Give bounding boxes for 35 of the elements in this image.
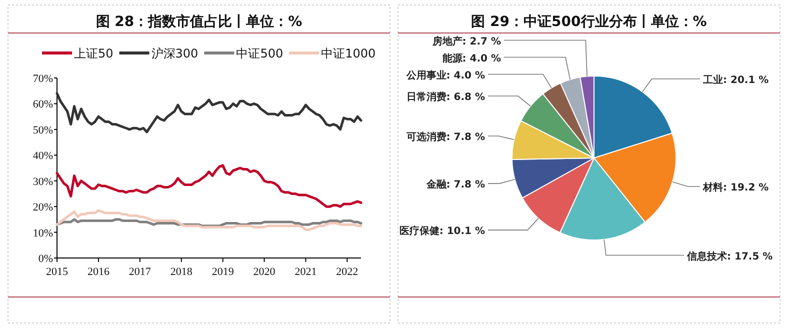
x-tick-label: 2020 xyxy=(253,266,276,278)
slice-label: 日常消费: 6.8 % xyxy=(406,91,485,104)
x-tick-label: 2018 xyxy=(170,266,193,278)
slice-label: 公用事业: 4.0 % xyxy=(405,69,485,82)
legend-label: 上证50 xyxy=(74,46,114,60)
line-series xyxy=(56,92,362,134)
slice-label: 材料: 19.2 % xyxy=(702,182,769,194)
y-tick-label: 60% xyxy=(32,98,53,111)
legend-label: 中证1000 xyxy=(321,46,376,60)
slice-label: 能源: 4.0 % xyxy=(442,52,501,64)
y-tick-label: 20% xyxy=(32,202,53,214)
slice-label: 房地产: 2.7 % xyxy=(431,35,501,48)
x-tick-label: 2019 xyxy=(212,266,234,278)
y-tick-label: 10% xyxy=(32,227,53,240)
legend-label: 中证500 xyxy=(236,46,284,60)
slice-label: 工业: 20.1 % xyxy=(702,74,769,86)
x-tick-label: 2015 xyxy=(46,266,68,278)
slice-label: 信息技术: 17.5 % xyxy=(686,250,773,262)
slice-label: 可选消费: 7.8 % xyxy=(405,131,485,144)
chart-title: 图 28：指数市值占比丨单位：% xyxy=(96,13,302,30)
slice-label: 医疗保健: 10.1 % xyxy=(399,225,485,238)
line-series xyxy=(56,164,362,208)
slice-label: 金融: 7.8 % xyxy=(425,178,485,191)
y-tick-label: 50% xyxy=(32,124,53,136)
y-tick-label: 0% xyxy=(38,253,53,265)
chart-title: 图 29：中证500行业分布丨单位：% xyxy=(471,14,707,30)
y-tick-label: 30% xyxy=(32,176,53,188)
x-tick-label: 2017 xyxy=(128,266,152,278)
y-tick-label: 40% xyxy=(32,150,53,162)
x-tick-label: 2021 xyxy=(294,266,317,278)
x-tick-label: 2016 xyxy=(87,266,110,278)
legend-label: 沪深300 xyxy=(151,46,198,60)
y-tick-label: 70% xyxy=(32,73,53,85)
line-series xyxy=(56,209,362,231)
x-tick-label: 2022 xyxy=(336,266,358,278)
